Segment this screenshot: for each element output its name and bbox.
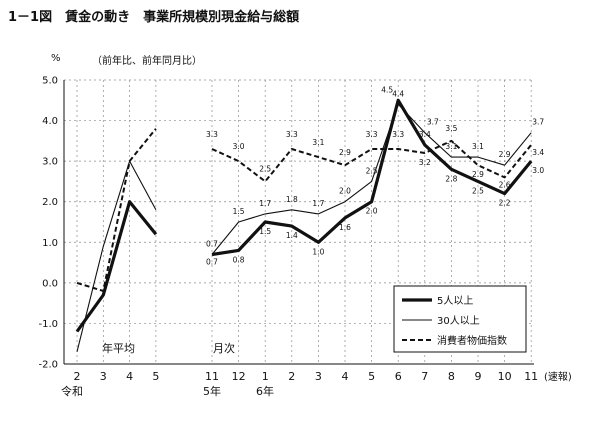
- data-label: 3.3: [366, 130, 378, 139]
- x-tick-label-annual: 5: [152, 370, 159, 383]
- data-label: 3.5: [445, 124, 457, 133]
- data-label: 0.7: [206, 239, 218, 248]
- x-tick-label-monthly: 2: [288, 370, 295, 383]
- axes: [63, 80, 534, 365]
- data-label: 3.3: [206, 130, 218, 139]
- data-label: 3.7: [427, 118, 439, 127]
- data-label: 3.0: [233, 142, 245, 151]
- data-label: 2.9: [499, 150, 511, 159]
- data-label: 3.1: [312, 138, 324, 147]
- x-tick-label-monthly: 9: [475, 370, 482, 383]
- series-line-1-annual: [76, 160, 157, 352]
- data-label: 3.2: [419, 158, 431, 167]
- legend-box: [393, 285, 527, 353]
- data-label: 2.5: [366, 166, 378, 175]
- y-tick-label: 3.0: [42, 157, 58, 168]
- legend-label-30plus: 30人以上: [437, 315, 480, 327]
- data-label: 3.4: [419, 130, 431, 139]
- y-tick-label: -2.0: [38, 360, 58, 371]
- data-label: 3.1: [445, 142, 457, 151]
- data-label: 3.4: [532, 148, 544, 157]
- y-tick-label: 0.0: [42, 278, 58, 289]
- data-label: 1.8: [286, 195, 298, 204]
- data-label: 1.5: [233, 207, 245, 216]
- y-tick-label: 1.0: [42, 238, 58, 249]
- era-label-reiwa: 令和: [61, 384, 83, 398]
- data-label: 2.5: [259, 164, 271, 173]
- data-label: 3.3: [286, 130, 298, 139]
- chart-title: 1－1図 賃金の動き 事業所規模別現金給与総額: [8, 9, 299, 25]
- group-label-monthly: 月次: [213, 341, 235, 355]
- era-label-5: 5年: [203, 384, 221, 398]
- data-label: 2.9: [472, 170, 484, 179]
- series-lines: [75, 98, 533, 352]
- y-tick-label: 2.0: [42, 197, 58, 208]
- x-tick-label-monthly: 8: [448, 370, 455, 383]
- x-tick-label-monthly: 1: [262, 370, 269, 383]
- data-label: 1.4: [286, 231, 298, 240]
- data-label: 3.0: [532, 166, 544, 175]
- data-label: 2.9: [339, 148, 351, 157]
- speed-report-label: (速報): [544, 371, 572, 383]
- data-label: 1.0: [312, 247, 324, 256]
- x-tick-label-monthly: 7: [421, 370, 428, 383]
- x-tick-label-monthly: 11: [524, 370, 538, 383]
- data-label: 0.7: [206, 257, 218, 266]
- data-label: 2.5: [472, 186, 484, 195]
- data-label: 1.7: [259, 199, 271, 208]
- x-tick-labels: 2 3 4 5 11 12 1 2 3 4 5 6 7 8 9 10 11: [74, 370, 539, 383]
- unit-label: %: [51, 53, 61, 64]
- series-line-0-monthly: [211, 98, 533, 257]
- y-tick-label: 5.0: [42, 76, 58, 87]
- data-label: 3.7: [532, 118, 544, 127]
- data-label: 4.5: [381, 85, 393, 94]
- data-label: 3.1: [472, 142, 484, 151]
- group-label-annual: 年平均: [102, 341, 135, 355]
- subtitle: （前年比、前年同月比）: [92, 54, 202, 67]
- x-tick-label-monthly: 11: [205, 370, 219, 383]
- data-label: 1.5: [259, 227, 271, 236]
- x-tick-label-annual: 3: [100, 370, 107, 383]
- x-tick-label-monthly: 5: [368, 370, 375, 383]
- data-label: 0.8: [233, 255, 245, 264]
- series-line-0-annual: [75, 200, 158, 333]
- data-label: 1.6: [339, 223, 351, 232]
- data-label: 1.7: [312, 199, 324, 208]
- data-label: 2.2: [499, 199, 511, 208]
- data-labels: 0.7 0.8 1.5 1.4 1.0 1.6 2.0 4.5 3.4 2.8 2.5 2.2 3.0 0…: [206, 85, 544, 266]
- data-label: 2.0: [339, 187, 351, 196]
- data-label: 3.3: [392, 130, 404, 139]
- x-tick-label-monthly: 3: [315, 370, 322, 383]
- series-line-1-monthly: [211, 103, 532, 255]
- data-label: 2.6: [499, 180, 511, 189]
- era-label-6: 6年: [256, 384, 274, 398]
- data-label: 2.8: [445, 174, 457, 183]
- x-tick-label-monthly: 4: [342, 370, 349, 383]
- legend-label-cpi: 消費者物価指数: [437, 334, 507, 347]
- legend-label-5plus: 5人以上: [437, 295, 473, 307]
- legend: 5人以上 30人以上 消費者物価指数: [393, 285, 527, 353]
- x-tick-label-monthly: 12: [232, 370, 246, 383]
- x-tick-label-annual: 4: [126, 370, 133, 383]
- data-label: 4.4: [392, 89, 404, 98]
- series-line-2-annual: [76, 128, 157, 292]
- data-label: 2.0: [366, 207, 378, 216]
- y-tick-label: 4.0: [42, 116, 58, 127]
- y-tick-label: -1.0: [38, 319, 58, 330]
- y-tick-labels: 5.0 4.0 3.0 2.0 1.0 0.0 -1.0 -2.0: [38, 76, 58, 371]
- x-tick-label-monthly: 10: [498, 370, 512, 383]
- x-tick-label-monthly: 6: [395, 370, 402, 383]
- x-tick-label-annual: 2: [74, 370, 81, 383]
